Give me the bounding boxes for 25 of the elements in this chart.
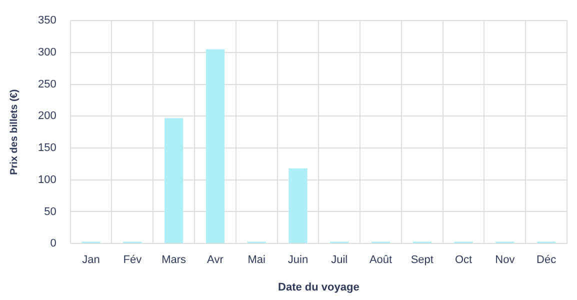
x-tick-label: Juil [331, 254, 348, 266]
x-tick-label: Fév [123, 254, 142, 266]
y-tick-label: 350 [38, 14, 56, 27]
x-tick-label: Avr [207, 254, 224, 266]
y-tick-label: 250 [38, 78, 56, 90]
x-tick-label: Mars [162, 254, 187, 266]
y-tick-label: 150 [38, 142, 56, 154]
bar [164, 118, 184, 244]
y-tick-label: 0 [50, 238, 56, 250]
bar [206, 49, 225, 244]
x-tick-label: Août [369, 254, 392, 266]
x-tick-label: Jan [82, 254, 100, 266]
y-tick-label: 300 [38, 46, 56, 58]
x-axis-title: Date du voyage [278, 281, 360, 294]
y-tick-label: 200 [38, 110, 56, 122]
x-tick-label: Déc [536, 254, 557, 266]
x-tick-label: Juin [288, 254, 308, 266]
bar [288, 168, 308, 244]
x-tick-label: Mai [248, 254, 266, 266]
y-tick-label: 100 [38, 174, 56, 186]
y-axis-title: Prix des billets (€) [8, 89, 20, 175]
x-tick-label: Sept [410, 254, 434, 266]
x-tick-label: Oct [454, 254, 472, 266]
x-tick-label: Nov [495, 254, 516, 266]
y-tick-label: 50 [44, 206, 56, 218]
